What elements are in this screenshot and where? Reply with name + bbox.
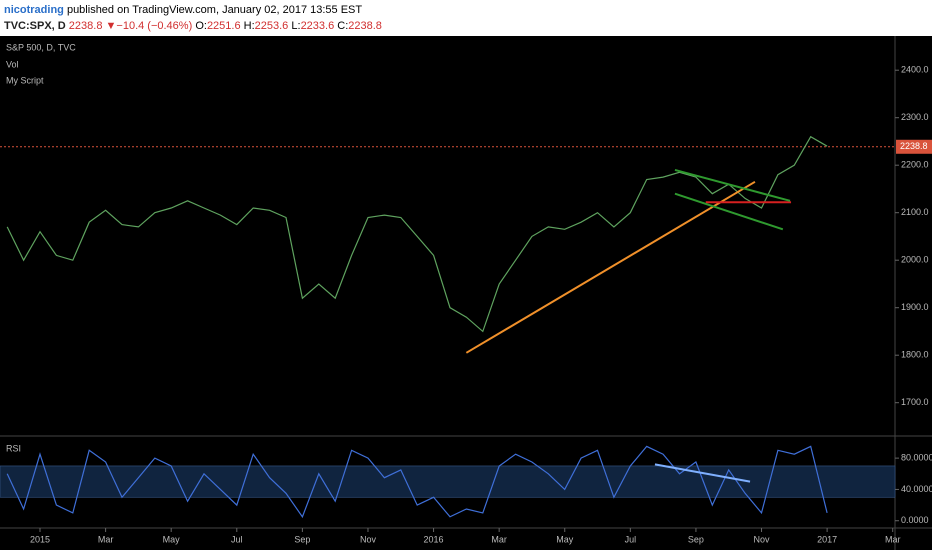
last-price-label: 2238.8 bbox=[900, 141, 928, 151]
trendline bbox=[674, 168, 791, 202]
close-label: C: bbox=[337, 20, 349, 32]
x-tick-label: Mar bbox=[98, 534, 114, 544]
y-tick-label: 2300.0 bbox=[901, 112, 929, 122]
y-tick-label: 80.0000 bbox=[901, 453, 932, 463]
x-tick-label: May bbox=[163, 534, 181, 544]
y-tick-label: 1700.0 bbox=[901, 397, 929, 407]
x-tick-label: Nov bbox=[360, 534, 377, 544]
header: nicotrading published on TradingView.com… bbox=[0, 0, 932, 36]
trendline bbox=[654, 463, 751, 483]
close: 2238.8 bbox=[348, 20, 382, 32]
published: published on TradingView.com, January 02… bbox=[63, 4, 363, 16]
rsi-band bbox=[0, 465, 896, 498]
y-tick-label: 40.0000 bbox=[901, 484, 932, 494]
open: 2251.6 bbox=[206, 20, 241, 32]
author[interactable]: nicotrading bbox=[4, 4, 64, 16]
last-price-tag bbox=[896, 139, 932, 154]
open-label: O: bbox=[195, 20, 207, 32]
low-label: L: bbox=[291, 20, 301, 32]
y-tick-label: 2400.0 bbox=[901, 65, 929, 75]
x-tick-label: 2017 bbox=[817, 534, 837, 544]
study-label: My Script bbox=[6, 75, 44, 85]
arrow: ▼ bbox=[105, 20, 117, 32]
x-tick-label: Sep bbox=[294, 534, 310, 544]
panel-title: S&P 500, D, TVC bbox=[6, 42, 76, 52]
panel-title: RSI bbox=[6, 443, 21, 453]
high: 2253.6 bbox=[254, 20, 289, 32]
trendline bbox=[465, 180, 756, 354]
x-tick-label: Mar bbox=[491, 534, 507, 544]
y-tick-label: 2200.0 bbox=[901, 160, 929, 170]
x-tick-label: Sep bbox=[688, 534, 704, 544]
x-tick-label: 2016 bbox=[424, 534, 444, 544]
trendline bbox=[674, 192, 784, 231]
x-tick-label: 2015 bbox=[30, 534, 50, 544]
x-tick-label: Jul bbox=[625, 534, 637, 544]
y-tick-label: 1900.0 bbox=[901, 302, 929, 312]
high-label: H: bbox=[243, 20, 255, 32]
x-tick-label: Mar bbox=[885, 534, 901, 544]
x-tick-label: Jul bbox=[231, 534, 243, 544]
y-tick-label: 1800.0 bbox=[901, 350, 929, 360]
series-line bbox=[6, 135, 828, 333]
study-label: Vol bbox=[6, 59, 19, 69]
chart: 1700.0 1800.0 1900.0 2000.0 2100.0 2200.0 2300… bbox=[0, 36, 932, 550]
y-tick-label: 0.0000 bbox=[901, 515, 929, 525]
low: 2233.6 bbox=[300, 20, 335, 32]
series-line bbox=[6, 445, 828, 519]
change: −10.4 (−0.46%) bbox=[116, 20, 193, 32]
y-tick-label: 2000.0 bbox=[901, 255, 929, 265]
x-tick-label: May bbox=[556, 534, 574, 544]
last: 2238.8 bbox=[68, 20, 103, 32]
symbol: TVC:SPX, D bbox=[4, 20, 66, 32]
x-tick-label: Nov bbox=[754, 534, 771, 544]
y-tick-label: 2100.0 bbox=[901, 207, 929, 217]
